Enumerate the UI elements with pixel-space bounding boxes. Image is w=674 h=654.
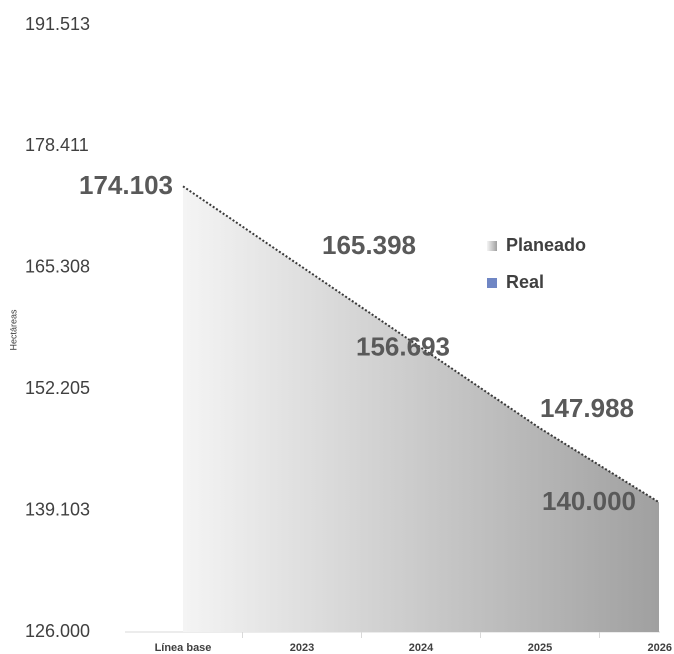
y-axis-label: Hectáreas <box>8 309 18 351</box>
x-tick-label: Línea base <box>155 642 212 654</box>
area <box>183 186 659 632</box>
x-tick-label: 2025 <box>528 642 552 654</box>
legend-label: Planeado <box>506 235 586 255</box>
legend-swatch <box>487 278 497 288</box>
value-label: 147.988 <box>540 393 634 423</box>
y-tick-label: 139.103 <box>25 499 90 519</box>
y-tick-label: 152.205 <box>25 378 90 398</box>
y-tick-label: 178.411 <box>25 135 89 155</box>
y-tick-label: 126.000 <box>25 621 90 641</box>
x-tick-label: 2024 <box>409 642 434 654</box>
value-label: 156.693 <box>356 331 450 361</box>
x-tick-label: 2023 <box>290 642 314 654</box>
legend-label: Real <box>506 272 544 292</box>
line <box>182 185 660 504</box>
y-tick-label: 191.513 <box>25 14 90 34</box>
value-label: 165.398 <box>322 230 416 260</box>
legend-swatch <box>487 241 497 251</box>
value-label: 140.000 <box>542 486 636 516</box>
value-label: 174.103 <box>79 170 173 200</box>
x-tick-label: 2026 <box>648 642 672 654</box>
y-tick-label: 165.308 <box>25 257 90 277</box>
